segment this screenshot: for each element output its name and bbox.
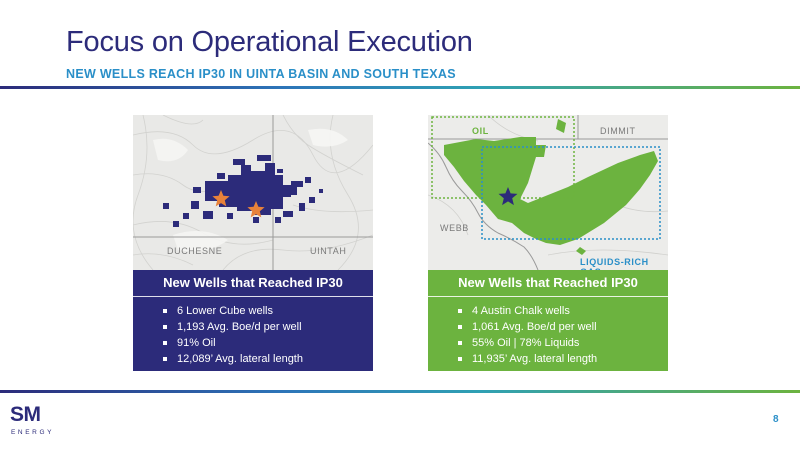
list-item: 1,061 Avg. Boe/d per well xyxy=(458,319,597,335)
list-item: 91% Oil xyxy=(163,335,303,351)
card-divider xyxy=(428,296,668,297)
page-subtitle: NEW WELLS REACH IP30 IN UINTA BASIN AND … xyxy=(66,67,456,81)
map-label-duchesne: DUCHESNE xyxy=(167,246,223,256)
list-item: 4 Austin Chalk wells xyxy=(458,303,597,319)
company-logo: SM ENERGY xyxy=(10,403,60,441)
page-title: Focus on Operational Execution xyxy=(66,26,473,58)
list-item: 1,193 Avg. Boe/d per well xyxy=(163,319,303,335)
uinta-map-graphic xyxy=(133,115,373,270)
card-title: New Wells that Reached IP30 xyxy=(458,275,638,290)
logo-wordmark: ENERGY xyxy=(11,429,55,436)
map-label-oil: OIL xyxy=(472,126,489,136)
card-title: New Wells that Reached IP30 xyxy=(163,275,343,290)
page-number: 8 xyxy=(773,414,779,425)
well-star-icon xyxy=(498,187,518,206)
map-label-liquids-rich-gas: LIQUIDS-RICH GAS xyxy=(580,257,649,270)
list-item: 6 Lower Cube wells xyxy=(163,303,303,319)
map-label-uintah: UINTAH xyxy=(310,246,347,256)
map-label-dimmit: DIMMIT xyxy=(600,126,636,136)
header-divider xyxy=(0,86,800,89)
card-divider xyxy=(133,296,373,297)
map-label-webb: WEBB xyxy=(440,223,469,233)
footer-divider xyxy=(0,390,800,393)
well-star-icon xyxy=(247,201,265,218)
list-item: 12,089’ Avg. lateral length xyxy=(163,351,303,367)
south-texas-ip30-card: New Wells that Reached IP30 4 Austin Cha… xyxy=(428,270,668,371)
uinta-ip30-card: New Wells that Reached IP30 6 Lower Cube… xyxy=(133,270,373,371)
south-texas-map-graphic xyxy=(428,115,668,270)
well-star-icon xyxy=(212,190,230,207)
uinta-basin-map: DUCHESNE UINTAH xyxy=(133,115,373,270)
card-bullet-list: 6 Lower Cube wells 1,193 Avg. Boe/d per … xyxy=(163,303,303,367)
list-item: 55% Oil | 78% Liquids xyxy=(458,335,597,351)
list-item: 11,935’ Avg. lateral length xyxy=(458,351,597,367)
logo-mark: SM xyxy=(10,403,41,426)
south-texas-map: OIL DIMMIT WEBB LIQUIDS-RICH GAS xyxy=(428,115,668,270)
card-bullet-list: 4 Austin Chalk wells 1,061 Avg. Boe/d pe… xyxy=(458,303,597,367)
